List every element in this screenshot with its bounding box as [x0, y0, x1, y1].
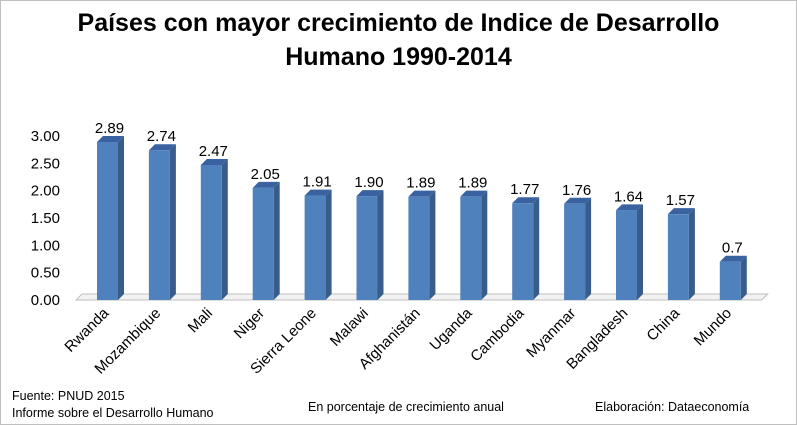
unit-note: En porcentaje de crecimiento anual [308, 400, 504, 414]
bar-side [377, 190, 384, 300]
x-tick-label: Mundo [691, 305, 735, 349]
bar [719, 261, 741, 300]
bar [304, 195, 326, 300]
x-tick-label: China [643, 304, 683, 344]
chart-title-line2: Humano 1990-2014 [285, 43, 512, 71]
bar-value-label: 1.77 [510, 181, 539, 198]
bar-value-label: 0.7 [722, 240, 743, 257]
bar [408, 196, 430, 300]
bar-top [97, 136, 124, 143]
y-tick-label: 2.50 [31, 155, 60, 172]
bar-top [564, 197, 592, 204]
source-line-2: Informe sobre el Desarrollo Humano [12, 406, 214, 420]
bar [460, 196, 482, 300]
chart-title: Países con mayor crecimiento de Indice d… [0, 6, 797, 74]
bar-side [637, 204, 643, 300]
y-tick-label: 2.00 [31, 183, 60, 200]
bar-top [667, 208, 695, 215]
bar-value-label: 2.74 [147, 128, 176, 145]
bar-side [169, 144, 176, 300]
bar-value-label: 1.90 [354, 174, 383, 191]
bar-side [481, 190, 488, 300]
bar [200, 164, 222, 300]
bar-side [273, 181, 280, 300]
bar-side [533, 197, 540, 300]
x-tick-label: Cambodia [467, 304, 528, 365]
bar-top [460, 190, 488, 197]
bar [356, 196, 378, 300]
bar-side [688, 208, 695, 300]
y-tick-label: 3.00 [31, 128, 60, 145]
bar-top [719, 255, 747, 262]
bar-value-label: 1.57 [666, 192, 695, 209]
y-tick-label: 1.00 [31, 237, 60, 254]
bar-top [408, 190, 436, 197]
x-tick-label: Uganda [426, 304, 476, 354]
bar-top [512, 197, 540, 204]
bar-value-label: 2.47 [199, 143, 228, 160]
y-tick-label: 1.50 [31, 210, 60, 227]
bar-value-label: 1.76 [562, 182, 591, 199]
bar [252, 187, 274, 300]
bar-side [429, 190, 436, 300]
bar-value-label: 1.89 [458, 175, 487, 192]
bar-value-label: 2.89 [95, 120, 124, 137]
bar-value-label: 2.05 [251, 166, 280, 183]
bar-value-label: 1.91 [302, 174, 331, 191]
y-tick-label: 0.50 [31, 265, 60, 282]
x-tick-label: Niger [231, 305, 268, 342]
source-line-1: Fuente: PNUD 2015 [12, 389, 125, 403]
bar [616, 210, 637, 300]
x-tick-label: Mali [185, 305, 216, 336]
bar-value-label: 1.89 [406, 175, 435, 192]
bar [667, 214, 689, 300]
chart-title-line1: Países con mayor crecimiento de Indice d… [77, 9, 720, 37]
x-tick-label: Rwanda [61, 304, 112, 355]
bar [564, 203, 586, 300]
bar-side [585, 197, 592, 300]
bar-side [740, 255, 747, 300]
y-tick-label: 0.00 [31, 292, 60, 309]
bar-top [148, 144, 176, 151]
bar-top [200, 158, 228, 165]
bar [97, 142, 118, 300]
bar-side [118, 136, 124, 300]
bar-side [221, 158, 228, 300]
bar-value-label: 1.64 [614, 188, 643, 205]
bar [512, 203, 534, 300]
credit-note: Elaboración: Dataeconomía [595, 400, 750, 414]
bar-top [252, 181, 280, 188]
bar-top [304, 189, 332, 196]
bar-side [325, 189, 332, 300]
bar-top [356, 190, 384, 197]
bar [148, 150, 170, 300]
bar-top [616, 204, 643, 211]
x-tick-label: Malawi [327, 305, 372, 350]
